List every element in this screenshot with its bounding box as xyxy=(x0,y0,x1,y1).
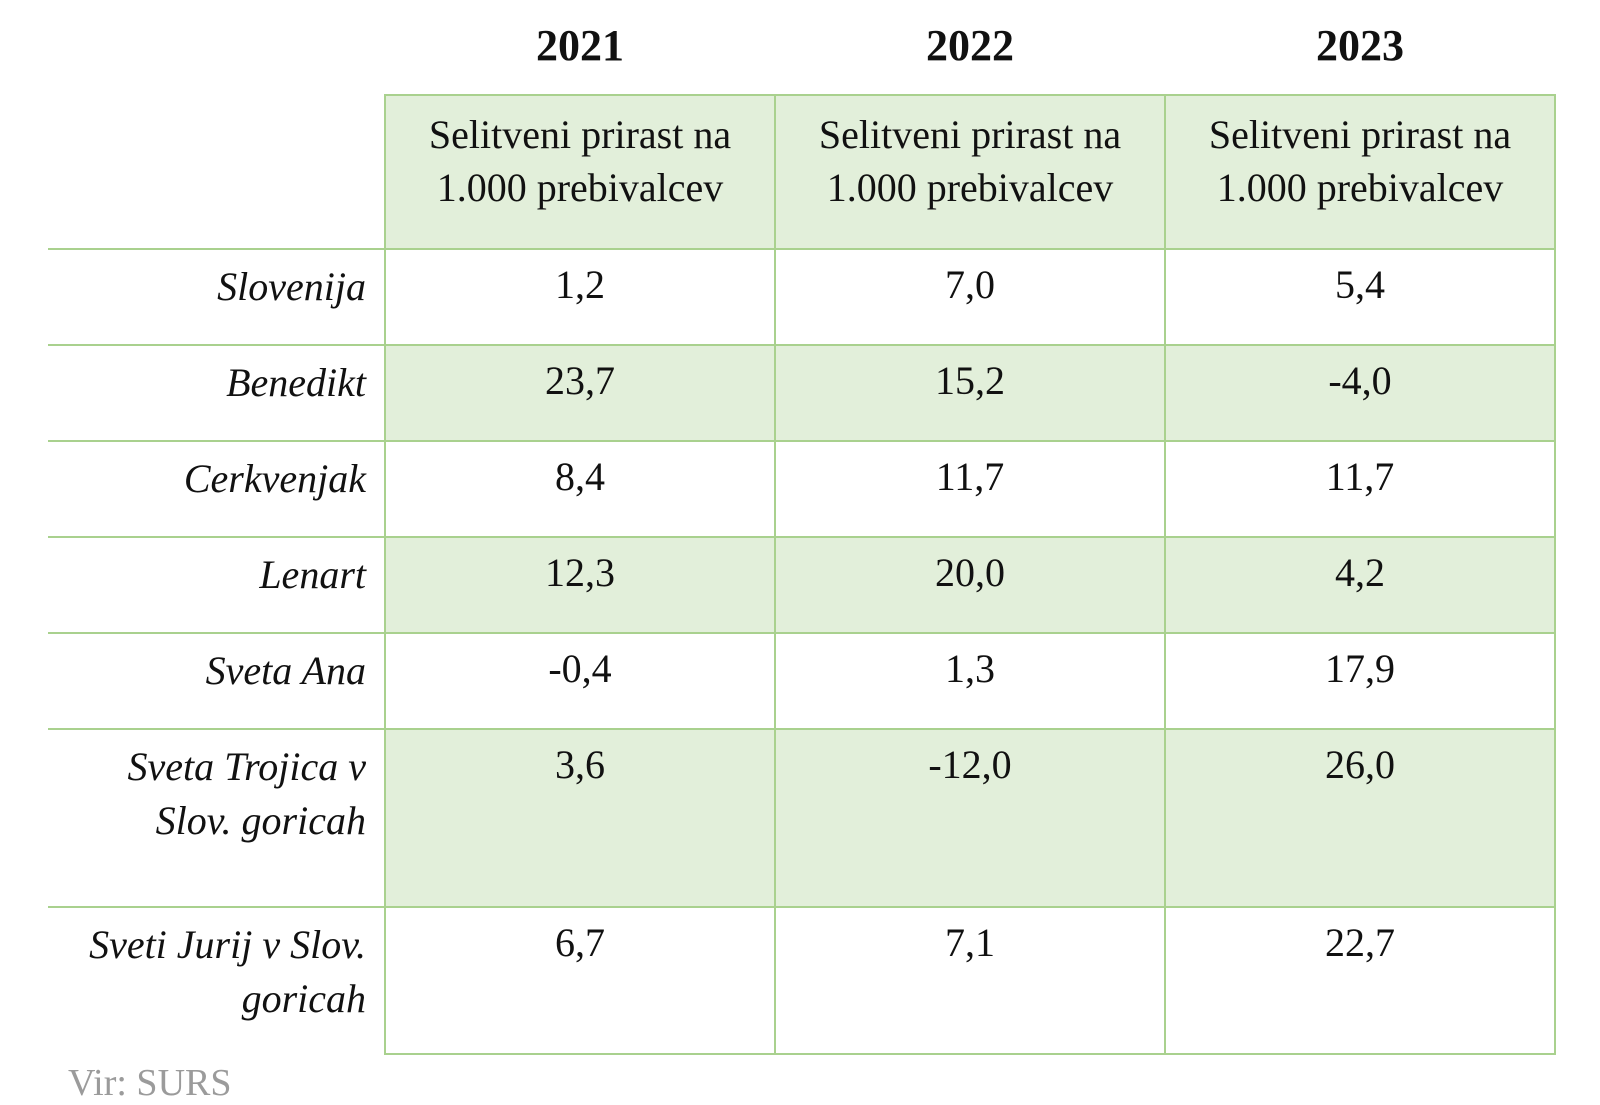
value-cell: 22,7 xyxy=(1164,906,1556,1055)
table-row-sveta-trojica: Sveta Trojica v Slov. goricah 3,6 -12,0 … xyxy=(48,728,1556,908)
table-row-slovenija: Slovenija 1,2 7,0 5,4 xyxy=(48,248,1556,346)
table-row-cerkvenjak: Cerkvenjak 8,4 11,7 11,7 xyxy=(48,440,1556,538)
migration-table: 2021 2022 2023 Selitveni prirast na 1.00… xyxy=(48,18,1556,1055)
value-cell: 17,9 xyxy=(1164,632,1556,730)
corner-spacer xyxy=(48,18,385,95)
value-cell: 11,7 xyxy=(1164,440,1556,538)
value-cell: 23,7 xyxy=(384,344,776,442)
value-cell: -4,0 xyxy=(1164,344,1556,442)
row-label: Sveti Jurij v Slov. goricah xyxy=(48,906,385,1054)
value-cell: -0,4 xyxy=(384,632,776,730)
value-cell: 6,7 xyxy=(384,906,776,1055)
table-row-sveta-ana: Sveta Ana -0,4 1,3 17,9 xyxy=(48,632,1556,730)
table-row-sveti-jurij: Sveti Jurij v Slov. goricah 6,7 7,1 22,7 xyxy=(48,906,1556,1055)
column-subheader-2023: Selitveni prirast na 1.000 prebivalcev xyxy=(1164,94,1556,250)
year-header-row: 2021 2022 2023 xyxy=(48,18,1555,95)
table-row-lenart: Lenart 12,3 20,0 4,2 xyxy=(48,536,1556,634)
value-cell: 8,4 xyxy=(384,440,776,538)
value-cell: 5,4 xyxy=(1164,248,1556,346)
table-row-benedikt: Benedikt 23,7 15,2 -4,0 xyxy=(48,344,1556,442)
value-cell: 4,2 xyxy=(1164,536,1556,634)
value-cell: 1,2 xyxy=(384,248,776,346)
row-label: Cerkvenjak xyxy=(48,440,385,537)
row-label: Benedikt xyxy=(48,344,385,441)
year-header-2023: 2023 xyxy=(1316,21,1404,70)
value-cell: 3,6 xyxy=(384,728,776,908)
year-header-2022: 2022 xyxy=(926,21,1014,70)
value-cell: 7,1 xyxy=(774,906,1166,1055)
row-label: Sveta Trojica v Slov. goricah xyxy=(48,728,385,907)
corner-spacer xyxy=(48,95,385,249)
value-cell: 15,2 xyxy=(774,344,1166,442)
row-label: Sveta Ana xyxy=(48,632,385,729)
row-label: Slovenija xyxy=(48,248,385,345)
column-subheader-2022: Selitveni prirast na 1.000 prebivalcev xyxy=(774,94,1166,250)
column-subheader-row: Selitveni prirast na 1.000 prebivalcev S… xyxy=(48,94,1556,250)
row-label: Lenart xyxy=(48,536,385,633)
value-cell: 20,0 xyxy=(774,536,1166,634)
value-cell: -12,0 xyxy=(774,728,1166,908)
column-subheader-2021: Selitveni prirast na 1.000 prebivalcev xyxy=(384,94,776,250)
value-cell: 12,3 xyxy=(384,536,776,634)
value-cell: 26,0 xyxy=(1164,728,1556,908)
value-cell: 1,3 xyxy=(774,632,1166,730)
value-cell: 7,0 xyxy=(774,248,1166,346)
value-cell: 11,7 xyxy=(774,440,1166,538)
source-note: Vir: SURS xyxy=(68,1062,232,1104)
year-header-2021: 2021 xyxy=(536,21,624,70)
